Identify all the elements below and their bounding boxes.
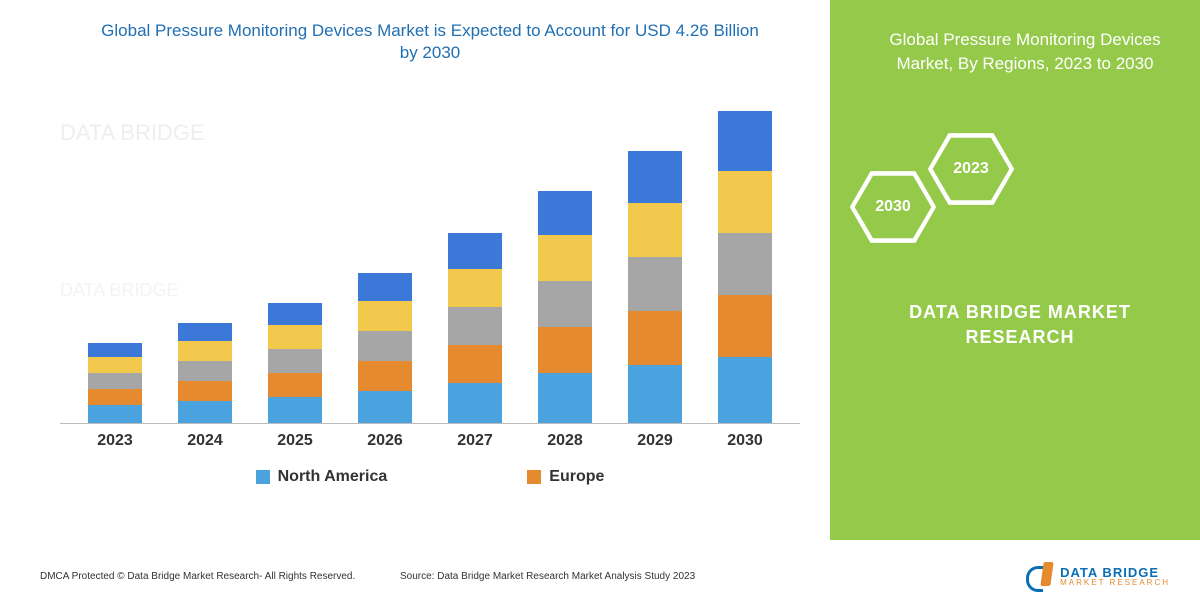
bar-segment — [88, 343, 142, 357]
footer-copyright: DMCA Protected © Data Bridge Market Rese… — [40, 571, 355, 582]
side-title: Global Pressure Monitoring Devices Marke… — [870, 28, 1180, 76]
bar-segment — [358, 391, 412, 423]
bar-segment — [538, 235, 592, 281]
bar-segment — [448, 233, 502, 269]
bar-segment — [268, 373, 322, 397]
bar-segment — [178, 401, 232, 423]
footer: DMCA Protected © Data Bridge Market Rese… — [0, 540, 1200, 600]
bar-segment — [178, 341, 232, 361]
hexagon-label: 2030 — [853, 173, 933, 241]
bar-segment — [178, 323, 232, 341]
chart-area: 2023 2024 2025 2026 2027 2028 2029 2030 — [40, 84, 800, 464]
brand-text: DATA BRIDGE MARKET RESEARCH — [870, 300, 1170, 350]
x-axis-label: 2027 — [448, 432, 502, 464]
x-axis-label: 2023 — [88, 432, 142, 464]
bar-segment — [268, 397, 322, 423]
bar-segment — [718, 357, 772, 423]
logo-line2: MARKET RESEARCH — [1060, 579, 1170, 587]
legend-item-europe: Europe — [527, 468, 604, 486]
chart-title: Global Pressure Monitoring Devices Marke… — [40, 20, 820, 74]
legend-label: North America — [278, 468, 388, 486]
legend-swatch-icon — [527, 470, 541, 484]
bar-segment — [178, 361, 232, 381]
x-axis-labels: 2023 2024 2025 2026 2027 2028 2029 2030 — [60, 424, 800, 464]
bar-group — [88, 343, 142, 423]
bar-segment — [448, 383, 502, 423]
plot — [60, 84, 800, 424]
bar-segment — [718, 295, 772, 357]
logo-mark-icon — [1026, 562, 1054, 590]
bar-segment — [88, 373, 142, 389]
bar-segment — [628, 203, 682, 257]
bar-segment — [538, 281, 592, 327]
bars-container — [60, 84, 800, 423]
bar-segment — [718, 111, 772, 171]
green-background-shape — [830, 0, 1200, 540]
bar-segment — [538, 373, 592, 423]
bar-segment — [628, 365, 682, 423]
x-axis-label: 2026 — [358, 432, 412, 464]
side-panel: Global Pressure Monitoring Devices Marke… — [830, 0, 1200, 540]
chart-panel: Global Pressure Monitoring Devices Marke… — [0, 0, 830, 540]
legend-label: Europe — [549, 468, 604, 486]
bar-segment — [628, 311, 682, 365]
bar-group — [358, 273, 412, 423]
logo-text: DATA BRIDGE MARKET RESEARCH — [1060, 566, 1170, 587]
bar-group — [628, 151, 682, 423]
bar-group — [268, 303, 322, 423]
main-layout: Global Pressure Monitoring Devices Marke… — [0, 0, 1200, 540]
legend: North America Europe — [40, 468, 820, 486]
bar-segment — [538, 327, 592, 373]
bar-group — [718, 111, 772, 423]
bar-segment — [178, 381, 232, 401]
bar-segment — [268, 349, 322, 373]
bar-segment — [628, 151, 682, 203]
bar-segment — [448, 269, 502, 307]
bar-segment — [358, 273, 412, 301]
bar-segment — [268, 325, 322, 349]
x-axis-label: 2025 — [268, 432, 322, 464]
footer-source: Source: Data Bridge Market Research Mark… — [400, 571, 695, 582]
x-axis-label: 2024 — [178, 432, 232, 464]
bar-group — [538, 191, 592, 423]
bar-segment — [448, 307, 502, 345]
legend-swatch-icon — [256, 470, 270, 484]
x-axis-label: 2028 — [538, 432, 592, 464]
legend-item-north-america: North America — [256, 468, 388, 486]
bar-segment — [358, 301, 412, 331]
footer-logo: DATA BRIDGE MARKET RESEARCH — [1026, 562, 1170, 590]
bar-segment — [88, 357, 142, 373]
hexagon-label: 2023 — [931, 135, 1011, 203]
bar-segment — [718, 233, 772, 295]
bar-segment — [358, 331, 412, 361]
bar-segment — [268, 303, 322, 325]
bar-segment — [88, 389, 142, 405]
bar-segment — [448, 345, 502, 383]
bar-segment — [538, 191, 592, 235]
bar-segment — [628, 257, 682, 311]
bar-segment — [358, 361, 412, 391]
bar-group — [178, 323, 232, 423]
bar-segment — [718, 171, 772, 233]
bar-group — [448, 233, 502, 423]
bar-segment — [88, 405, 142, 423]
logo-line1: DATA BRIDGE — [1060, 566, 1170, 579]
x-axis-label: 2030 — [718, 432, 772, 464]
x-axis-label: 2029 — [628, 432, 682, 464]
